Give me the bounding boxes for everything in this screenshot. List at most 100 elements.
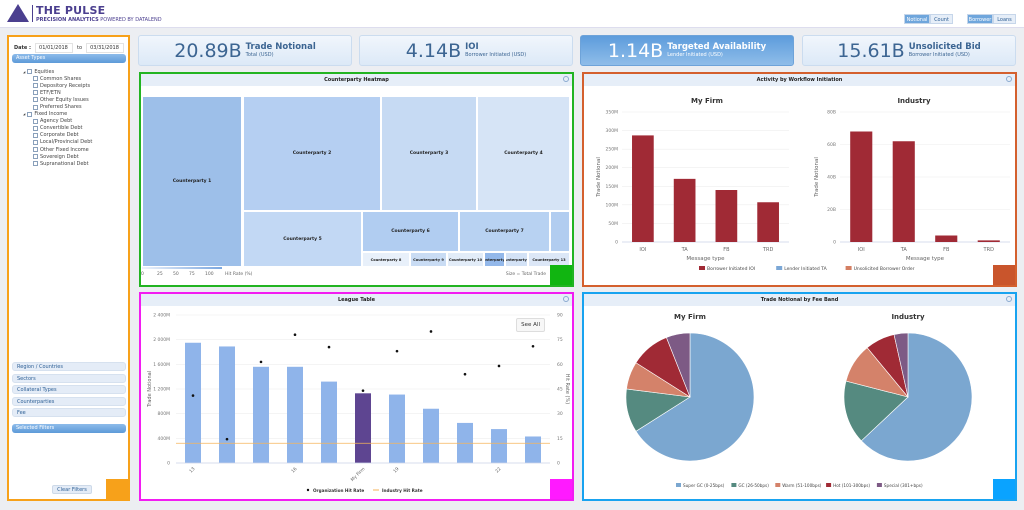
- kpi-card[interactable]: 20.89B Trade Notional Total (USD): [138, 35, 352, 66]
- tree-item[interactable]: Depository Receipts: [23, 82, 92, 89]
- date-to-input[interactable]: 03/31/2018: [86, 43, 125, 53]
- checkbox[interactable]: [33, 97, 38, 103]
- checkbox[interactable]: [33, 125, 38, 131]
- filter-section-counterparties[interactable]: Counterparties: [12, 396, 126, 406]
- toggle-loans[interactable]: Loans: [993, 14, 1016, 24]
- heatmap-tile[interactable]: Counterparty 4: [477, 96, 570, 211]
- kpi-card[interactable]: 4.14B IOI Borrower Initiated (USD): [359, 35, 573, 66]
- chart-title: My Firm: [674, 313, 706, 321]
- checkbox[interactable]: [33, 118, 38, 124]
- legend-label: Unsolicited Borrower Order: [854, 266, 915, 272]
- checkbox[interactable]: [33, 104, 38, 110]
- checkbox[interactable]: [33, 132, 38, 138]
- tree-group[interactable]: ◢ Fixed Income: [23, 111, 92, 118]
- heatmap-tile[interactable]: Counterparty 2: [243, 96, 381, 211]
- date-to-label: to: [77, 45, 83, 51]
- asset-types-header[interactable]: Asset Types: [12, 54, 126, 63]
- toggle-notional[interactable]: Notional: [904, 14, 930, 24]
- tree-group[interactable]: ◢ Equities: [23, 68, 92, 75]
- checkbox[interactable]: [27, 111, 33, 117]
- tree-group-label: Fixed Income: [34, 111, 68, 118]
- tree-item-label: Depository Receipts: [40, 82, 91, 89]
- tree-item[interactable]: Agency Debt: [23, 118, 92, 125]
- tree-item[interactable]: Convertible Debt: [23, 125, 92, 132]
- y2-tick-label: 90: [557, 313, 563, 319]
- checkbox[interactable]: [33, 83, 38, 89]
- checkbox[interactable]: [27, 69, 33, 75]
- date-from-input[interactable]: 01/01/2018: [35, 43, 74, 53]
- pie-slice: [666, 332, 691, 398]
- tree-item[interactable]: Sovereign Debt: [23, 153, 92, 160]
- checkbox[interactable]: [33, 161, 38, 167]
- toggle-count[interactable]: Count: [930, 14, 953, 24]
- checkbox[interactable]: [33, 76, 38, 82]
- heatmap-tile[interactable]: Counterparty 1: [142, 96, 242, 267]
- settings-icon[interactable]: [1006, 296, 1012, 302]
- settings-icon[interactable]: [563, 76, 569, 82]
- tree-item[interactable]: Supranational Debt: [23, 160, 92, 167]
- kpi-card[interactable]: 1.14B Targeted Availability Lender Initiat…: [580, 35, 794, 66]
- checkbox[interactable]: [33, 147, 38, 153]
- tree-item[interactable]: Local/Provincial Debt: [23, 139, 92, 146]
- heatmap-tile[interactable]: Counterparty 13: [528, 252, 570, 267]
- legend-swatch: [699, 266, 705, 270]
- tree-item[interactable]: Other Equity Issues: [23, 96, 92, 103]
- legend-tick: 75: [189, 272, 195, 277]
- hit-rate-point: [497, 364, 501, 368]
- kpi-card[interactable]: 15.61B Unsolicited Bid Borrower Initiated …: [802, 35, 1016, 66]
- legend-swatch: [676, 483, 681, 487]
- settings-icon[interactable]: [563, 296, 569, 302]
- filter-section-region-countries[interactable]: Region / Countries: [12, 362, 126, 371]
- checkbox[interactable]: [33, 90, 38, 96]
- legend-tick: 50: [173, 272, 179, 277]
- settings-icon[interactable]: [1006, 76, 1012, 82]
- panel-title: League Table: [141, 294, 572, 306]
- heatmap-tile[interactable]: Counterparty 11: [484, 252, 505, 267]
- hit-rate-point: [429, 330, 433, 333]
- heatmap-tile[interactable]: Counterparty 7: [459, 211, 550, 252]
- app-header: THE PULSE PRECISION ANALYTICS POWERED BY…: [0, 0, 1024, 28]
- legend-label: Industry Hit Rate: [382, 488, 423, 493]
- filter-section-sectors[interactable]: Sectors: [12, 373, 126, 383]
- heatmap-tile[interactable]: [550, 211, 570, 252]
- hit-rate-point: [293, 333, 297, 337]
- x-tick-label: My Firm: [350, 466, 367, 483]
- x-tick-label: 19: [392, 466, 400, 474]
- tree-item[interactable]: Other Fixed Income: [23, 146, 92, 153]
- tree-item[interactable]: Common Shares: [23, 75, 92, 82]
- heatmap-tile[interactable]: Counterparty 8: [362, 252, 410, 267]
- checkbox[interactable]: [33, 139, 38, 145]
- heatmap-tile[interactable]: Counterparty 3: [381, 96, 477, 211]
- filter-section-collateral-types[interactable]: Collateral Types: [12, 385, 126, 395]
- hit-rate-point: [191, 394, 195, 397]
- corner-marker: [993, 479, 1015, 499]
- legend-label: GC (26-50bps): [738, 483, 769, 488]
- heatmap-tile[interactable]: Counterparty 9: [410, 252, 447, 267]
- hit-rate-point: [225, 437, 229, 441]
- expand-arrow-icon[interactable]: ◢: [23, 112, 26, 117]
- tree-item[interactable]: Corporate Debt: [23, 132, 92, 139]
- tree-item[interactable]: ETF/ETN: [23, 89, 92, 96]
- date-label: Date :: [14, 45, 32, 51]
- league-bar: [253, 366, 269, 463]
- toggle-borrower[interactable]: Borrower: [967, 14, 993, 24]
- heatmap-tile[interactable]: Counterparty 10: [447, 252, 484, 267]
- kpi-title: Trade Notional: [245, 42, 316, 52]
- tree-item-label: ETF/ETN: [40, 89, 61, 96]
- checkbox[interactable]: [33, 154, 38, 160]
- clear-filters-button[interactable]: Clear Filters: [52, 485, 92, 494]
- kpi-value: 20.89B: [174, 39, 242, 62]
- x-axis-title: Message type: [906, 256, 945, 262]
- expand-arrow-icon[interactable]: ◢: [23, 69, 26, 74]
- kpi-title: IOI: [465, 42, 479, 52]
- filter-section-fee[interactable]: Fee: [12, 408, 126, 418]
- heatmap-tile[interactable]: Counterparty 5: [243, 211, 362, 267]
- size-legend: Size = Total Trade: [505, 272, 546, 277]
- tree-item-label: Other Equity Issues: [40, 96, 89, 103]
- heatmap-tile[interactable]: Counterparty 12: [505, 252, 528, 267]
- y-axis-title: Trade Notional: [814, 157, 820, 198]
- tree-item[interactable]: Preferred Shares: [23, 103, 92, 110]
- hit-rate-point: [531, 344, 535, 348]
- heatmap-tile[interactable]: Counterparty 6: [362, 211, 459, 252]
- see-all-button[interactable]: See All: [516, 318, 545, 332]
